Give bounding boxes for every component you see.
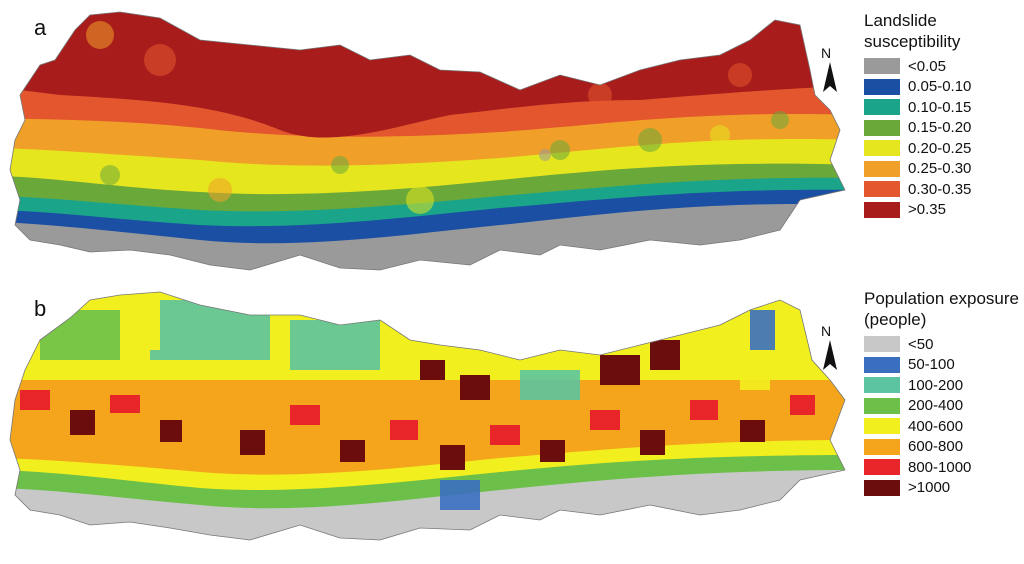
legend-item: 800-1000 [864,457,1019,478]
legend-item: 0.10-0.15 [864,97,971,118]
legend-item: 100-200 [864,375,1019,396]
legend-label: 600-800 [908,438,964,456]
legend-item: 200-400 [864,396,1019,417]
legend-label: 0.10-0.15 [908,98,972,116]
legend-item: 0.30-0.35 [864,179,971,200]
north-label-b: N [821,323,831,339]
legend-susceptibility: Landslide susceptibility <0.05 0.05-0.10 0… [864,10,971,220]
legend-label: 0.30-0.35 [908,180,972,198]
legend-item: >1000 [864,478,1019,499]
legend-swatch [864,160,900,177]
legend-swatch [864,438,900,455]
legend-title-line2: susceptibility [864,32,961,51]
legend-swatch [864,181,900,198]
susceptibility-layer [10,12,845,270]
legend-item: 0.25-0.30 [864,159,971,180]
legend-label: >1000 [908,479,951,497]
legend-swatch [864,58,900,75]
legend-swatch [864,479,900,496]
legend-population: Population exposure (people) <50 50-100 10… [864,288,1019,498]
legend-title-line1: Population exposure [864,289,1020,308]
legend-label: <0.05 [908,57,946,75]
legend-label: 800-1000 [908,458,972,476]
legend-label: <50 [908,335,934,353]
legend-title-line1: Landslide [864,11,937,30]
legend-item: <0.05 [864,56,971,77]
population-exposure-layer [10,292,845,540]
legend-item: 0.15-0.20 [864,118,971,139]
legend-item: 600-800 [864,437,1019,458]
legend-item: 50-100 [864,355,1019,376]
legend-label: 50-100 [908,356,955,374]
legend-label: 200-400 [908,397,964,415]
legend-item: >0.35 [864,200,971,221]
panel-a-letter: a [34,15,47,40]
legend-swatch [864,459,900,476]
legend-swatch [864,377,900,394]
legend-label: 0.20-0.25 [908,139,972,157]
panel-b-letter: b [34,296,47,321]
legend-label: >0.35 [908,201,946,219]
legend-swatch [864,99,900,116]
legend-swatch [864,119,900,136]
legend-label: 0.25-0.30 [908,160,972,178]
legend-swatch [864,140,900,157]
legend-swatch [864,336,900,353]
legend-item: 0.20-0.25 [864,138,971,159]
legend-swatch [864,201,900,218]
legend-item: <50 [864,334,1019,355]
legend-label: 0.05-0.10 [908,78,972,96]
legend-item: 0.05-0.10 [864,77,971,98]
legend-swatch [864,356,900,373]
legend-swatch [864,418,900,435]
legend-label: 400-600 [908,417,964,435]
legend-swatch [864,397,900,414]
legend-label: 0.15-0.20 [908,119,972,137]
north-label-a: N [821,45,831,61]
north-arrow-icon-b: N [821,323,837,370]
legend-swatch [864,78,900,95]
legend-item: 400-600 [864,416,1019,437]
legend-label: 100-200 [908,376,964,394]
north-arrow-icon-a: N [821,45,837,92]
legend-title-line2: (people) [864,310,927,329]
